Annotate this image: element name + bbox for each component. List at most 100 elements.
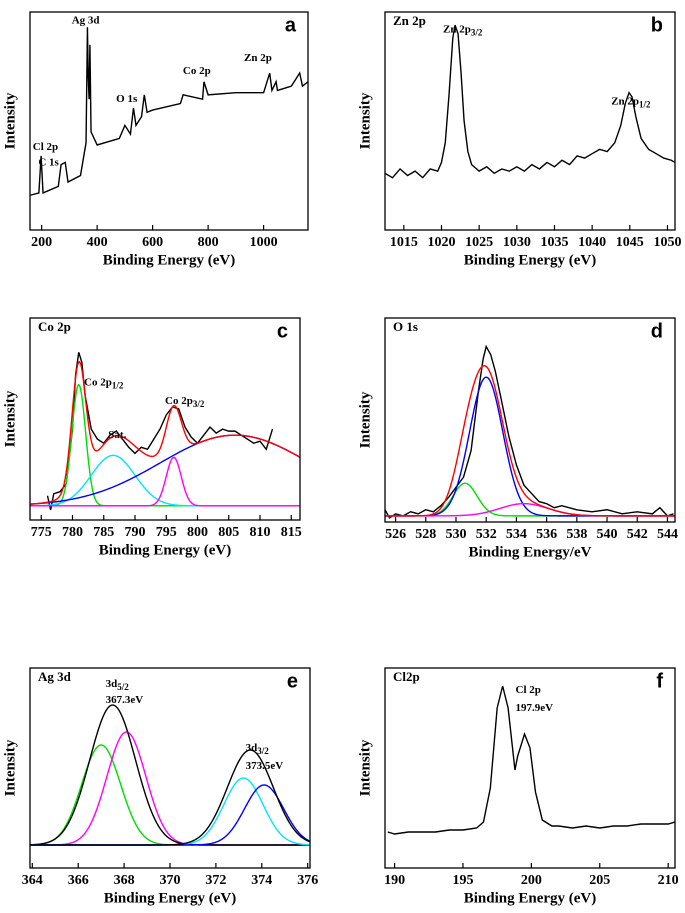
x-tick-label: 190 <box>384 873 405 888</box>
peak-annotation: 373.5eV <box>246 760 284 772</box>
fit-peak <box>385 376 675 517</box>
y-axis-title: Intensity <box>2 739 18 796</box>
x-tick-label: 536 <box>536 527 557 542</box>
peak-annotation: 3d5/2 <box>106 678 130 693</box>
x-tick-label: 538 <box>566 527 587 542</box>
spectrum-line <box>385 344 674 519</box>
panel-letter: a <box>285 14 297 36</box>
x-tick-label: 534 <box>506 527 527 542</box>
x-tick-label: 205 <box>589 873 610 888</box>
peak-annotation: Cl 2p <box>33 141 58 153</box>
annotation-subscript: 1/2 <box>639 99 651 109</box>
x-tick-label: 372 <box>205 873 226 888</box>
peak-annotation: Ag 3d <box>72 14 100 26</box>
plot-area <box>30 352 300 511</box>
x-tick-label: 1050 <box>653 235 681 250</box>
annotation-text: Co 2p <box>183 64 211 76</box>
plot-area <box>30 27 308 196</box>
peak-annotation: Co 2p <box>183 64 211 76</box>
x-tick-label: 544 <box>657 527 678 542</box>
panel: 526 528 530 532 534 536 538 540 542 544 Binding En… <box>357 317 678 560</box>
x-tick-label: 1025 <box>465 235 493 250</box>
plot-frame <box>384 11 676 231</box>
x-tick-label: 800 <box>187 525 208 540</box>
annotation-subscript: 3/2 <box>257 746 269 756</box>
x-tick-label: 400 <box>87 235 108 250</box>
x-tick-label: 374 <box>251 873 272 888</box>
annotation-text: 367.3eV <box>106 694 144 706</box>
x-tick-label: 195 <box>452 873 473 888</box>
plot-area <box>387 685 675 835</box>
peak-annotation: Co 2p3/2 <box>165 394 205 409</box>
annotation-text: Zn 2p <box>244 51 272 63</box>
annotation-subscript: 5/2 <box>117 682 129 692</box>
x-tick-label: 364 <box>22 873 43 888</box>
annotation-text: O 1s <box>116 93 138 105</box>
x-tick-label: 815 <box>281 525 302 540</box>
panel-title: O 1s <box>393 319 418 334</box>
y-axis-title: Intensity <box>2 390 18 447</box>
y-axis-title: Intensity <box>357 92 373 149</box>
peak-annotation: 3d3/2 <box>246 742 270 757</box>
x-tick-label: 775 <box>31 525 52 540</box>
spectrum-line <box>46 352 274 511</box>
plot-area <box>385 344 675 519</box>
y-axis-title: Intensity <box>357 739 373 796</box>
x-tick-label: 1040 <box>578 235 606 250</box>
x-tick-label: 542 <box>627 527 648 542</box>
annotation-text: Cl 2p <box>516 684 541 696</box>
x-tick-label: 1030 <box>503 235 531 250</box>
panel-letter: e <box>287 670 298 692</box>
peak-annotation: Zn 2p <box>244 51 272 63</box>
panel: 364 366 368 370 372 374 376 Binding Energy (eV)… <box>2 667 318 906</box>
panel-title: Zn 2p <box>393 13 426 28</box>
annotation-text: Ag 3d <box>72 14 100 26</box>
panel: 1015 1020 1025 1030 1035 1040 1045 1050 Binding … <box>357 11 681 268</box>
annotation-text: 373.5eV <box>246 760 284 772</box>
annotation-text: Sat. <box>108 429 126 441</box>
annotation-subscript: 3/2 <box>193 399 205 409</box>
x-tick-label: 528 <box>415 527 436 542</box>
x-tick-label: 532 <box>476 527 497 542</box>
panel: 200 400 600 800 1000 Binding Energy (eV) Inten… <box>2 11 309 268</box>
peak-annotation: 367.3eV <box>106 694 144 706</box>
peak-annotation: O 1s <box>116 93 138 105</box>
panel-letter: c <box>277 320 288 342</box>
plot-frame <box>29 317 301 521</box>
spectrum-line <box>387 685 675 835</box>
x-tick-label: 1000 <box>250 235 278 250</box>
x-tick-label: 210 <box>658 873 679 888</box>
y-axis-title: Intensity <box>2 92 18 149</box>
x-tick-label: 600 <box>142 235 163 250</box>
panel-letter: f <box>656 670 663 692</box>
annotation-text: 197.9eV <box>516 702 554 714</box>
x-tick-label: 370 <box>160 873 181 888</box>
annotation-text: Zn 2p <box>611 95 639 107</box>
y-axis-title: Intensity <box>357 391 373 448</box>
panel-letter: b <box>651 14 663 36</box>
x-tick-label: 366 <box>68 873 89 888</box>
x-tick-label: 526 <box>385 527 406 542</box>
plot-frame <box>384 667 676 869</box>
fit-envelope <box>30 360 300 505</box>
panel: 190 195 200 205 210 Binding Energy (eV) Intens… <box>357 667 679 906</box>
x-tick-label: 780 <box>62 525 83 540</box>
plot-frame <box>384 317 676 523</box>
x-tick-label: 795 <box>156 525 177 540</box>
panel: 775 780 785 790 795 800 805 810 815 Binding Energ… <box>2 317 302 558</box>
x-tick-label: 1015 <box>390 235 418 250</box>
x-tick-label: 1045 <box>616 235 644 250</box>
x-tick-label: 785 <box>93 525 114 540</box>
x-tick-label: 368 <box>114 873 135 888</box>
plot-area <box>385 24 675 179</box>
peak-annotation: C 1s <box>38 156 59 168</box>
fit-peak <box>30 704 310 846</box>
annotation-subscript: 3/2 <box>471 28 483 38</box>
plot-frame <box>29 11 309 231</box>
fit-envelope <box>385 365 675 517</box>
annotation-text: 3d <box>246 742 258 754</box>
annotation-text: Co 2p <box>165 394 193 406</box>
x-tick-label: 200 <box>31 235 52 250</box>
x-axis-title: Binding Energy (eV) <box>104 890 237 906</box>
